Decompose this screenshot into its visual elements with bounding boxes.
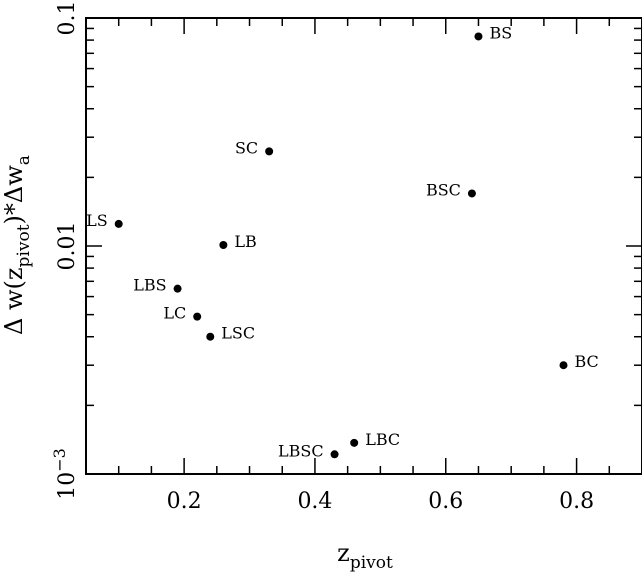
x-tick-label: 0.6 [428,489,463,514]
data-point [474,32,483,41]
data-point [559,361,568,370]
plot-frame [85,17,642,475]
x-axis-label-sub: pivot [350,553,393,573]
data-point [206,332,215,341]
data-point [350,438,359,447]
y-axis-label-sub2: a [14,155,34,165]
y-axis-label-sub1: pivot [14,224,34,267]
axis-ticks [85,17,642,475]
y-axis-label-part2: )*Δw [0,165,28,225]
x-axis-label-main: z [337,539,350,567]
data-point [330,450,339,459]
data-point-label: LBS [133,276,166,295]
data-point [467,189,476,198]
y-tick-label: 0.1 [55,1,80,36]
data-point-label: LSC [221,324,255,343]
data-point [265,147,274,156]
data-point [114,219,123,228]
x-axis-label: zpivot [337,539,393,573]
y-axis-label: Δ w(zpivot)*Δwa [0,155,34,335]
data-point-label: LB [234,232,256,251]
x-tick-label: 0.4 [297,489,332,514]
y-tick-label-base: 10 [55,472,80,500]
point-labels: BS SC BSC LS LB LBS LC LSC BC LBC LBSC [86,23,599,460]
plot-border [85,17,642,475]
data-point-label: BSC [426,180,461,199]
data-point-label: SC [235,138,258,157]
y-tick-label-exponent: −3 [50,448,69,472]
data-point-label: BC [575,352,599,371]
data-point-label: LBSC [278,441,324,460]
data-point-label: LC [163,304,186,323]
data-point-label: LBC [365,430,400,449]
y-tick-label: 10−3 [50,448,80,500]
y-axis-label-part1: Δ w(z [0,267,28,335]
x-tick-label: 0.8 [559,489,594,514]
y-tick-label: 0.01 [55,222,80,271]
data-point [193,312,202,321]
tick-labels: 0.2 0.4 0.6 0.8 10−3 0.01 0.1 [50,1,594,515]
data-point-label: LS [86,211,108,230]
data-points [114,32,568,459]
data-point-label: BS [489,23,512,42]
x-tick-label: 0.2 [167,489,202,514]
data-point [173,284,182,293]
data-point [219,241,228,250]
